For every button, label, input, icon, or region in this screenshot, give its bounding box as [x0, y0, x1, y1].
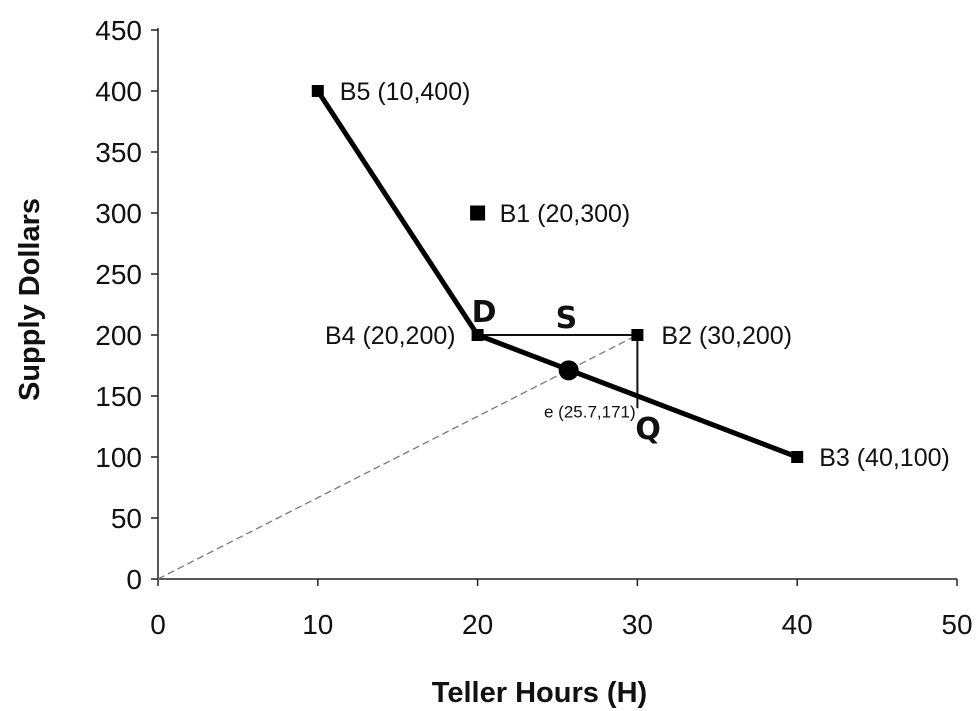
x-tick-label: 0 — [150, 609, 166, 640]
tick-labels: 0 50 100 150 200 250 300 350 400 450 0 10 20 30 40 50 — [95, 15, 972, 640]
annotation-d: D — [472, 295, 497, 330]
y-tick-label: 100 — [95, 442, 142, 473]
annotation-s: S — [556, 301, 578, 336]
point-labels: B5 (10,400) B1 (20,300) B4 (20,200) B2 (30,… — [325, 78, 950, 472]
ray-line — [157, 334, 638, 580]
point-marker — [471, 329, 484, 341]
y-tick-label: 400 — [95, 76, 142, 107]
point-label: B4 (20,200) — [325, 322, 456, 350]
y-tick-label: 50 — [111, 503, 142, 534]
data-points — [311, 85, 804, 463]
point-marker — [470, 205, 486, 221]
annotation-q: Q — [635, 412, 661, 447]
projection-label: e (25.7,171) — [544, 402, 636, 421]
y-tick-label: 300 — [95, 198, 142, 229]
axes — [151, 28, 958, 586]
x-tick-label: 10 — [302, 609, 333, 640]
point-marker — [791, 451, 804, 463]
y-tick-label: 350 — [95, 137, 142, 168]
y-tick-label: 250 — [95, 259, 142, 290]
point-marker — [311, 85, 324, 97]
point-label: B2 (30,200) — [661, 322, 792, 350]
y-axis-title: Supply Dollars — [14, 198, 46, 401]
point-label: B3 (40,100) — [819, 444, 950, 472]
point-marker — [631, 329, 644, 341]
x-tick-label: 40 — [782, 609, 813, 640]
y-tick-label: 450 — [95, 15, 142, 46]
y-tick-label: 150 — [95, 381, 142, 412]
x-tick-label: 50 — [941, 609, 972, 640]
point-label: B1 (20,300) — [500, 200, 631, 228]
point-label: B5 (10,400) — [340, 78, 471, 106]
projection-marker — [558, 360, 579, 381]
y-tick-label: 0 — [126, 564, 142, 595]
y-tick-label: 200 — [95, 320, 142, 351]
x-tick-label: 30 — [622, 609, 653, 640]
x-tick-label: 20 — [462, 609, 493, 640]
x-axis-title: Teller Hours (H) — [432, 677, 647, 709]
